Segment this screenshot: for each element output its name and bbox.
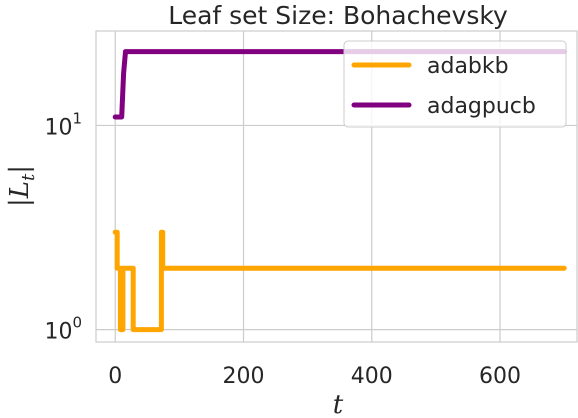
x-tick-label: 400 xyxy=(351,364,393,389)
y-axis-label-sub: t xyxy=(18,173,39,181)
legend-label-adagpucb: adagpucb xyxy=(427,94,536,119)
x-tick-label: 0 xyxy=(108,364,122,389)
y-axis-label-main: |L xyxy=(5,181,35,207)
y-axis-label-end: | xyxy=(5,165,35,174)
y-tick-base: 10 xyxy=(44,115,72,140)
plot-frame xyxy=(95,30,578,343)
y-axis-label: |Lt| xyxy=(5,165,39,207)
series-layer xyxy=(112,49,567,333)
x-axis-label: t xyxy=(333,390,344,418)
chart-title: Leaf set Size: Bohachevsky xyxy=(168,1,508,30)
y-tick-label: 100 xyxy=(44,314,82,345)
y-tick-label: 101 xyxy=(44,109,82,140)
series-line-adagpucb xyxy=(112,49,567,120)
x-tick-label: 200 xyxy=(223,364,265,389)
y-tick-exponent: 1 xyxy=(72,109,82,127)
x-tick-label: 600 xyxy=(479,364,521,389)
x-tick-labels: 0 200 400 600 xyxy=(108,364,521,389)
legend: adabkb adagpucb xyxy=(343,40,567,128)
legend-label-adabkb: adabkb xyxy=(427,54,509,79)
y-tick-exponent: 0 xyxy=(72,314,82,332)
series-line-adabkb xyxy=(112,229,567,333)
y-tick-base: 10 xyxy=(44,320,72,345)
